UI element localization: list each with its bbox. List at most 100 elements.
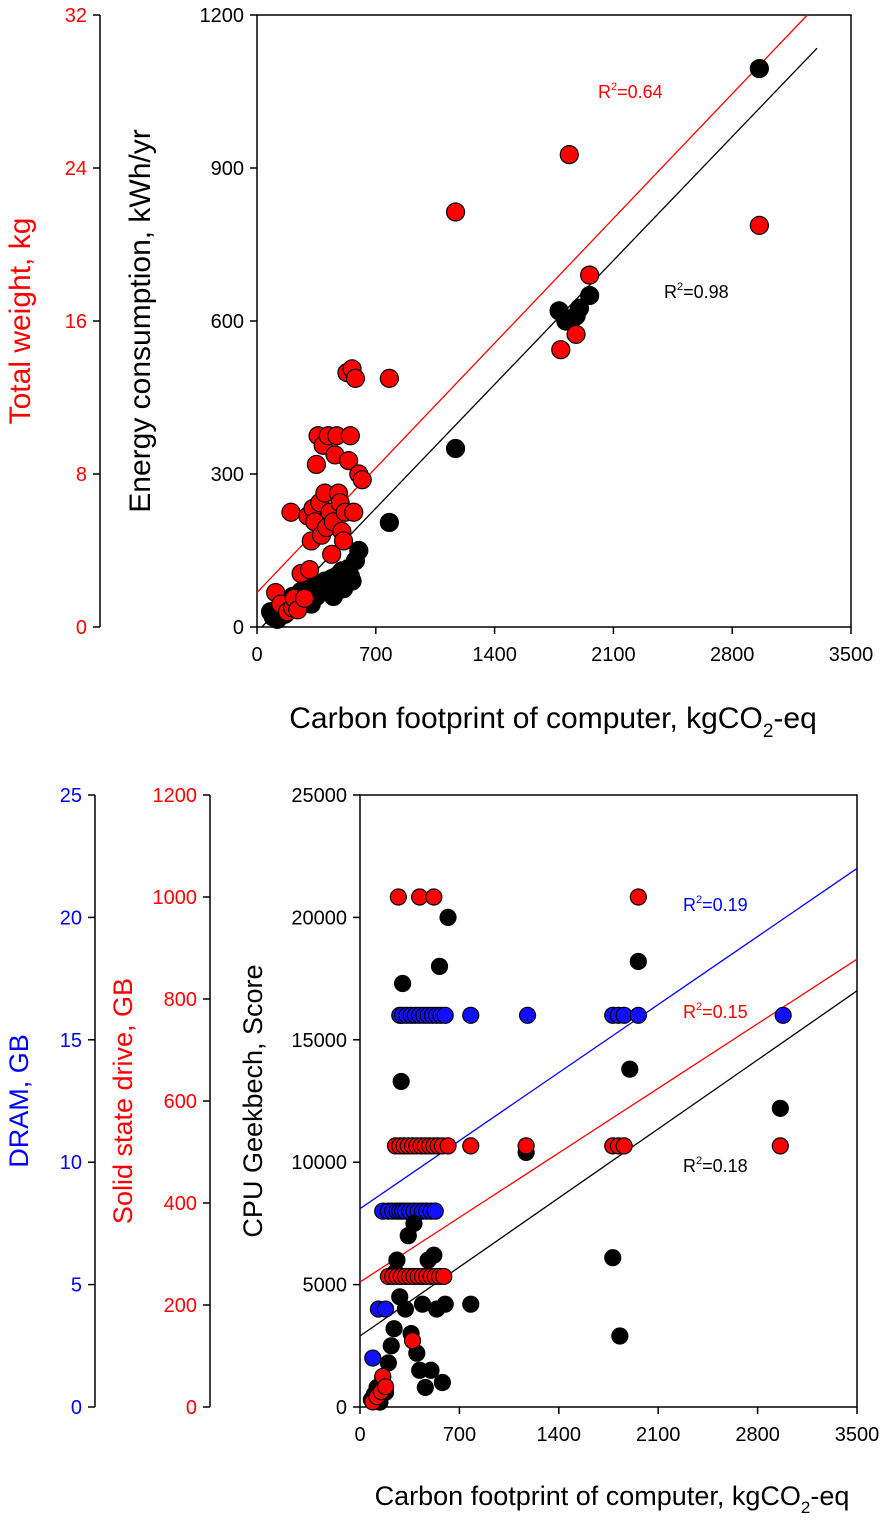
top-fit-lines xyxy=(256,14,818,628)
dram-label-part1: DRAM, xyxy=(4,1073,34,1168)
bottom-ylabel-cpu: CPU Geekbech, Score xyxy=(238,964,268,1237)
y-tick-label: 200 xyxy=(164,1295,197,1317)
data-point-energy-consumption xyxy=(349,540,369,561)
data-point-cpu-geekbench xyxy=(462,1295,480,1313)
ssd-label-part1: Solid state drive, xyxy=(108,1017,138,1224)
data-point-cpu-geekbench xyxy=(388,1251,406,1269)
r2-main: R xyxy=(683,895,696,915)
data-point-dram xyxy=(436,1006,454,1024)
x-tick-label: 2800 xyxy=(735,1424,780,1446)
y-tick-label: 16 xyxy=(65,311,87,333)
data-point-cpu-geekbench xyxy=(405,1214,423,1233)
r2-main: R xyxy=(664,282,677,302)
y-tick-label: 600 xyxy=(164,1091,197,1113)
x-tick-label: 3500 xyxy=(829,644,874,666)
data-point-total-weight xyxy=(339,451,359,471)
data-point-total-weight xyxy=(352,470,372,490)
x-tick-label: 700 xyxy=(359,644,392,666)
r2-tail: =0.98 xyxy=(683,282,729,302)
data-point-dram xyxy=(518,1006,537,1024)
data-point-dram xyxy=(426,1202,444,1220)
y-tick-label: 1200 xyxy=(200,5,245,27)
bottom-r2-ssd: R2=0.15 xyxy=(683,1001,748,1022)
y-tick-label: 900 xyxy=(211,158,244,180)
x-tick-label: 1400 xyxy=(472,644,517,666)
y-tick-label: 400 xyxy=(164,1193,197,1215)
data-point-cpu-geekbench xyxy=(394,974,412,993)
bottom-points xyxy=(362,888,792,1411)
data-point-cpu-geekbench xyxy=(392,1072,410,1091)
data-point-energy-consumption xyxy=(580,285,600,306)
y-tick-label: 25000 xyxy=(291,785,347,807)
bottom-x-axis: 0 700 1400 2100 2800 3500 xyxy=(354,1407,879,1446)
data-point-solid-state-drive xyxy=(462,1137,480,1155)
data-point-solid-state-drive xyxy=(376,1377,395,1396)
data-point-cpu-geekbench xyxy=(425,1246,443,1264)
r2-tail: =0.18 xyxy=(702,1156,748,1176)
data-point-solid-state-drive xyxy=(389,888,407,906)
data-point-cpu-geekbench xyxy=(604,1249,622,1267)
data-point-solid-state-drive xyxy=(403,1332,422,1350)
top-chart: 0 700 1400 2100 2800 3500 0 300 600 900 1200 0 8 16… xyxy=(4,5,873,742)
fit-line-dram xyxy=(359,867,858,1210)
data-point-total-weight xyxy=(749,215,769,235)
y-tick-label: 24 xyxy=(65,158,87,180)
data-point-cpu-geekbench xyxy=(382,1337,400,1355)
data-point-energy-consumption xyxy=(379,512,399,533)
bottom-xlabel-main: Carbon footprint of computer, kgCO xyxy=(375,1481,801,1511)
top-r2-weight: R2=0.64 xyxy=(598,81,663,102)
x-tick-label: 0 xyxy=(354,1424,365,1446)
r2-tail: =0.19 xyxy=(702,895,748,915)
data-point-solid-state-drive xyxy=(439,1137,457,1155)
data-point-total-weight xyxy=(340,426,360,446)
data-point-energy-consumption xyxy=(569,298,590,318)
top-xlabel: Carbon footprint of computer, kgCO2-eq xyxy=(289,702,817,742)
y-tick-label: 10 xyxy=(60,1152,82,1174)
r2-sup: 2 xyxy=(677,281,683,293)
data-point-total-weight xyxy=(344,502,364,522)
ssd-label-part2: GB xyxy=(108,978,138,1017)
bottom-y-axis-dram: 0 5 10 15 20 25 xyxy=(60,785,95,1419)
data-point-dram xyxy=(629,1006,647,1024)
data-point-cpu-geekbench xyxy=(422,1361,440,1379)
data-point-total-weight xyxy=(559,145,579,165)
data-point-total-weight xyxy=(333,531,354,551)
data-point-total-weight xyxy=(322,544,342,564)
y-tick-label: 0 xyxy=(71,1397,82,1419)
data-point-solid-state-drive xyxy=(517,1137,535,1155)
data-point-cpu-geekbench xyxy=(621,1060,639,1078)
dram-label-part2: GB xyxy=(4,1034,34,1073)
top-xlabel-main: Carbon footprint of computer, kgCO xyxy=(289,702,763,735)
data-point-cpu-geekbench xyxy=(396,1300,415,1318)
data-point-dram xyxy=(364,1349,382,1367)
bottom-chart: 0 700 1400 2100 2800 3500 0500010000150002000… xyxy=(4,785,879,1517)
data-point-total-weight xyxy=(580,265,600,285)
bottom-xlabel-tail: -eq xyxy=(810,1481,849,1511)
data-point-total-weight xyxy=(281,502,301,522)
data-point-cpu-geekbench xyxy=(433,1373,451,1392)
data-point-total-weight xyxy=(306,454,326,475)
x-tick-label: 2800 xyxy=(710,644,755,666)
r2-main: R xyxy=(683,1156,696,1176)
data-point-dram xyxy=(462,1006,480,1024)
top-points xyxy=(260,58,769,629)
r2-main: R xyxy=(598,82,611,102)
data-point-solid-state-drive xyxy=(425,888,443,906)
data-point-energy-consumption xyxy=(749,58,769,79)
data-point-cpu-geekbench xyxy=(430,957,449,975)
bottom-ylabel-dram: DRAM, GB xyxy=(4,1034,34,1168)
y-tick-label: 0 xyxy=(336,1397,347,1419)
data-point-total-weight xyxy=(345,368,366,388)
y-tick-label: 20000 xyxy=(291,907,347,929)
y-tick-label: 25 xyxy=(60,785,82,807)
data-point-total-weight xyxy=(551,340,571,360)
data-point-total-weight xyxy=(566,324,586,344)
r2-sup: 2 xyxy=(696,1001,702,1013)
data-point-dram xyxy=(774,1006,792,1024)
y-tick-label: 600 xyxy=(211,311,244,333)
top-xlabel-sub: 2 xyxy=(763,721,774,742)
data-point-solid-state-drive xyxy=(629,888,647,906)
data-point-cpu-geekbench xyxy=(439,908,457,927)
y-tick-label: 10000 xyxy=(291,1152,347,1174)
